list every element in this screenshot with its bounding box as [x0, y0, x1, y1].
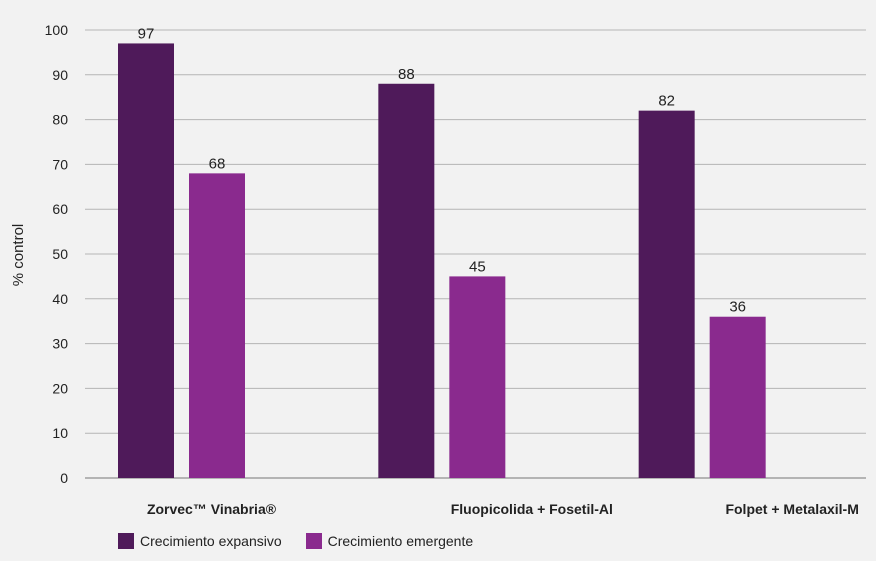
y-tick-label: 10: [52, 425, 68, 441]
y-tick-label: 70: [52, 156, 68, 172]
bar: [378, 83, 435, 478]
y-tick-label: 50: [52, 246, 68, 262]
y-tick-label: 30: [52, 336, 68, 352]
legend-swatch-expansivo: [118, 533, 134, 549]
bar-value-label: 97: [138, 25, 155, 42]
y-tick-label: 60: [52, 201, 68, 217]
legend-swatch-emergente: [305, 533, 322, 549]
legend-item-expansivo: Crecimiento expansivo: [118, 533, 282, 549]
y-tick-label: 100: [45, 22, 69, 38]
y-tick-label: 80: [52, 112, 68, 128]
legend-label-emergente: Crecimiento emergente: [327, 533, 474, 549]
bar: [189, 173, 245, 479]
legend-item-emergente: Crecimiento emergente: [305, 533, 474, 549]
x-axis-labels: Zorvec™ Vinabria® Fluopicolida + Fosetil-…: [147, 501, 859, 517]
y-tick-label: 40: [52, 291, 68, 307]
bar-value-label: 45: [469, 258, 486, 275]
bar-value-label: 68: [209, 155, 226, 172]
bar-value-label: 88: [398, 66, 415, 83]
bar: [638, 110, 695, 478]
y-tick-label: 0: [60, 470, 68, 486]
bar-value-label: 82: [658, 93, 675, 110]
category-label: Fluopicolida + Fosetil-Al: [451, 501, 613, 517]
bar-value-label: 36: [729, 299, 746, 316]
y-tick-label: 90: [52, 67, 68, 83]
bar: [449, 276, 506, 478]
bars: 97 68 88 45 82 36: [118, 25, 766, 479]
category-label: Zorvec™ Vinabria®: [147, 501, 277, 517]
y-tick-label: 20: [52, 380, 68, 396]
y-axis-label: % control: [10, 224, 27, 287]
legend-label-expansivo: Crecimiento expansivo: [140, 533, 282, 549]
category-label: Folpet + Metalaxil-M: [725, 501, 858, 517]
legend: Crecimiento expansivo Crecimiento emerge…: [118, 533, 497, 549]
bar: [709, 316, 766, 478]
bar: [118, 43, 174, 478]
y-axis-ticks: 0 10 20 30 40 50 60 70 80 90 100: [45, 22, 69, 486]
